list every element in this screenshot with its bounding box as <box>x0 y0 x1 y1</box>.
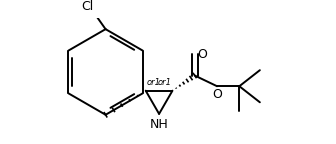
Text: O: O <box>197 48 207 61</box>
Text: or1: or1 <box>158 78 172 87</box>
Text: or1: or1 <box>146 78 161 87</box>
Text: NH: NH <box>150 118 168 131</box>
Text: O: O <box>212 88 222 101</box>
Text: Cl: Cl <box>82 0 94 13</box>
